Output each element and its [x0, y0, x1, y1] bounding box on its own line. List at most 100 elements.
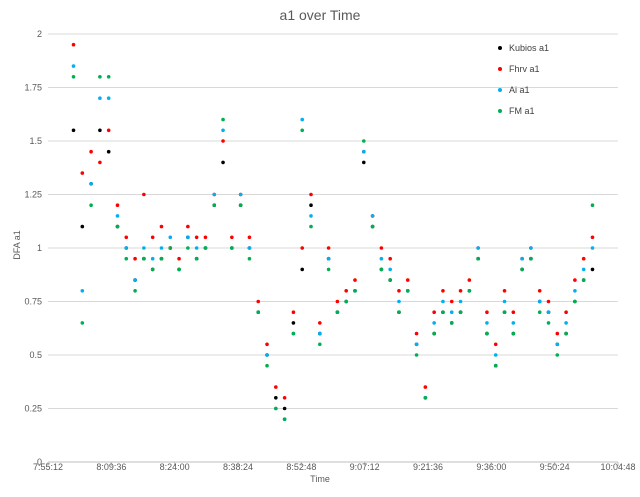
legend-label-fhrv-a1: Fhrv a1	[509, 64, 540, 74]
point-fhrv-a1	[467, 278, 472, 282]
point-ai-a1	[168, 235, 173, 240]
point-fhrv-a1	[106, 128, 111, 133]
point-ai-a1	[133, 278, 137, 282]
point-fm-a1	[282, 417, 287, 422]
point-ai-a1	[265, 353, 269, 357]
point-fhrv-a1	[274, 385, 278, 389]
point-kubios-a1	[291, 321, 296, 325]
x-tick-label: 10:04:48	[600, 462, 635, 472]
point-fhrv-a1	[150, 235, 155, 240]
point-ai-a1	[590, 246, 595, 250]
point-fm-a1	[441, 310, 445, 315]
point-fm-a1	[150, 267, 155, 272]
point-fm-a1	[458, 310, 463, 315]
x-tick-label: 9:50:24	[540, 462, 570, 472]
point-fhrv-a1	[247, 235, 252, 240]
point-ai-a1	[106, 96, 111, 100]
point-fhrv-a1	[344, 289, 348, 293]
point-fm-a1	[247, 256, 252, 261]
point-kubios-a1	[361, 160, 366, 165]
point-fm-a1	[274, 406, 278, 411]
point-ai-a1	[502, 299, 507, 304]
point-fm-a1	[537, 310, 542, 315]
point-fm-a1	[555, 353, 560, 357]
point-fhrv-a1	[449, 299, 454, 304]
point-fhrv-a1	[186, 224, 190, 229]
point-fm-a1	[124, 256, 129, 261]
point-fhrv-a1	[309, 192, 313, 197]
point-fhrv-a1	[318, 321, 322, 325]
point-fm-a1	[212, 203, 217, 207]
point-ai-a1	[318, 331, 322, 336]
point-ai-a1	[485, 321, 489, 325]
point-fhrv-a1	[124, 235, 129, 240]
x-tick-label: 9:07:12	[350, 462, 380, 472]
point-ai-a1	[520, 256, 524, 261]
point-fm-a1	[573, 299, 577, 304]
point-ai-a1	[476, 246, 480, 250]
point-fm-a1	[71, 75, 76, 79]
legend-marker-fm-a1	[498, 109, 502, 113]
point-kubios-a1	[221, 160, 225, 165]
point-fhrv-a1	[221, 139, 225, 143]
point-fhrv-a1	[142, 192, 146, 197]
point-ai-a1	[441, 299, 445, 304]
point-fhrv-a1	[379, 246, 384, 250]
point-fhrv-a1	[115, 203, 120, 207]
point-fhrv-a1	[291, 310, 296, 315]
point-fhrv-a1	[133, 256, 137, 261]
point-kubios-a1	[274, 396, 278, 400]
point-ai-a1	[379, 256, 384, 261]
point-kubios-a1	[80, 224, 85, 229]
y-tick-label: 1	[37, 243, 42, 253]
point-ai-a1	[71, 64, 76, 68]
point-fm-a1	[520, 267, 524, 272]
point-fm-a1	[432, 331, 436, 336]
x-axis-title: Time	[310, 474, 330, 484]
point-kubios-a1	[300, 267, 305, 272]
point-fm-a1	[379, 267, 384, 272]
point-fhrv-a1	[388, 256, 392, 261]
point-fhrv-a1	[573, 278, 577, 282]
y-axis-title: DFA a1	[12, 230, 22, 260]
point-ai-a1	[221, 128, 225, 133]
point-fhrv-a1	[265, 342, 269, 347]
y-tick-label: 0	[37, 457, 42, 467]
point-ai-a1	[309, 214, 313, 218]
data-points	[71, 42, 595, 422]
point-fm-a1	[265, 363, 269, 368]
point-ai-a1	[300, 117, 305, 122]
point-fhrv-a1	[335, 299, 340, 304]
point-fhrv-a1	[432, 310, 436, 315]
point-fhrv-a1	[282, 396, 287, 400]
point-kubios-a1	[98, 128, 102, 133]
point-kubios-a1	[590, 267, 595, 272]
point-fm-a1	[326, 267, 331, 272]
legend-label-ai-a1: Ai a1	[509, 85, 530, 95]
point-fm-a1	[186, 246, 190, 250]
point-fm-a1	[159, 256, 164, 261]
point-fm-a1	[133, 289, 137, 293]
point-ai-a1	[361, 149, 366, 154]
x-tick-label: 8:38:24	[223, 462, 253, 472]
x-tick-label: 8:09:36	[96, 462, 126, 472]
point-ai-a1	[458, 299, 463, 304]
point-fhrv-a1	[493, 342, 498, 347]
point-ai-a1	[98, 96, 102, 100]
point-fm-a1	[564, 331, 568, 336]
point-fhrv-a1	[98, 160, 102, 165]
point-fm-a1	[98, 75, 102, 79]
point-ai-a1	[124, 246, 129, 250]
y-tick-label: 1.25	[24, 190, 42, 200]
point-fm-a1	[318, 342, 322, 347]
axes: 0 0.25 0.5 0.75 1 1.25 1.5 1.75 2 7:55:12 8:09:36 8…	[24, 29, 635, 472]
point-fhrv-a1	[502, 289, 507, 293]
point-fm-a1	[361, 139, 366, 143]
point-fhrv-a1	[230, 235, 234, 240]
point-kubios-a1	[309, 203, 313, 207]
point-fhrv-a1	[590, 235, 595, 240]
point-ai-a1	[194, 246, 199, 250]
chart-title: a1 over Time	[280, 7, 361, 23]
point-fm-a1	[511, 331, 516, 336]
